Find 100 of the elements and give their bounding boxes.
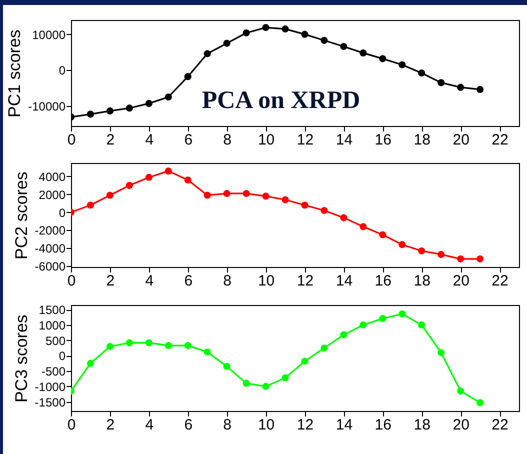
point	[106, 342, 114, 350]
y-tick-label: 500	[45, 334, 66, 348]
point	[145, 100, 152, 107]
point	[223, 40, 230, 47]
point	[106, 107, 114, 114]
point	[457, 84, 464, 91]
point	[398, 61, 406, 68]
y-axis-title: PC2 scores	[12, 172, 31, 260]
x-tick-label: 18	[414, 132, 430, 148]
x-tick-label: 14	[336, 416, 353, 434]
x-tick-label: 2	[106, 416, 115, 434]
point	[438, 349, 445, 356]
point	[379, 55, 386, 62]
point	[476, 399, 484, 406]
point	[262, 24, 270, 32]
point	[126, 104, 133, 112]
point	[282, 374, 289, 382]
point	[418, 247, 426, 254]
x-tick-label: 14	[336, 132, 353, 148]
point	[301, 30, 308, 38]
y-tick-label: 0	[58, 349, 66, 364]
x-tick-label: 20	[452, 272, 470, 290]
point	[204, 192, 211, 199]
x-tick-label: 10	[258, 132, 275, 148]
x-tick-label: 16	[374, 132, 392, 148]
point	[379, 231, 386, 238]
point	[418, 69, 426, 77]
x-tick-label: 20	[452, 132, 470, 148]
point	[340, 214, 348, 222]
point	[164, 342, 172, 350]
x-tick-label: 2	[106, 132, 115, 148]
x-tick-label: 4	[145, 416, 154, 434]
point	[360, 49, 367, 56]
x-tick-label: 16	[374, 416, 392, 434]
y-tick-label: -500	[41, 364, 66, 379]
y-tick-label: -4000	[34, 242, 66, 256]
x-tick-label: 22	[492, 272, 508, 290]
point	[320, 344, 328, 352]
point	[86, 110, 94, 118]
point	[262, 192, 270, 200]
y-tick-label: -6000	[34, 260, 66, 274]
point	[379, 314, 386, 322]
x-tick-label: 8	[223, 416, 232, 434]
x-tick-label: 2	[106, 272, 115, 290]
y-tick-label: 0	[58, 64, 66, 78]
x-tick-label: 6	[184, 272, 193, 290]
point	[184, 176, 192, 184]
point	[282, 25, 289, 32]
y-axis-title: PC1 scores	[5, 30, 24, 118]
x-tick-label: 18	[414, 272, 430, 290]
x-tick-label: 12	[296, 132, 314, 148]
point	[145, 174, 152, 181]
point	[438, 250, 445, 258]
point	[223, 190, 230, 198]
y-tick-label: 2000	[38, 188, 66, 202]
y-tick-label: 1000	[38, 318, 66, 332]
point	[457, 255, 464, 262]
x-tick-label: 14	[336, 272, 353, 290]
point	[457, 388, 464, 395]
point	[223, 362, 230, 370]
point	[204, 348, 211, 356]
point	[204, 50, 211, 58]
x-tick-label: 10	[258, 272, 275, 290]
x-tick-label: 12	[296, 416, 314, 434]
point	[418, 321, 426, 328]
y-tick-label: 0	[58, 206, 66, 220]
point	[126, 339, 133, 346]
y-tick-label: 10000	[32, 28, 66, 42]
x-tick-label: 8	[223, 272, 232, 290]
x-tick-label: 20	[452, 416, 470, 434]
x-tick-label: 22	[492, 416, 508, 434]
point	[184, 342, 192, 350]
point	[106, 192, 114, 199]
x-tick-label: 12	[296, 272, 314, 290]
x-tick-label: 8	[223, 132, 232, 148]
y-axis-title: PC3 scores	[12, 314, 31, 402]
x-tick-label: 6	[184, 416, 193, 434]
point	[476, 86, 484, 93]
point	[262, 382, 270, 390]
point	[438, 79, 445, 86]
point	[398, 310, 406, 318]
point	[145, 339, 152, 346]
point	[360, 223, 367, 230]
point	[242, 190, 250, 198]
x-tick-label: 4	[145, 132, 154, 148]
y-tick-label: 4000	[38, 170, 66, 184]
x-tick-label: 18	[414, 416, 430, 434]
point	[242, 380, 250, 387]
point	[301, 358, 308, 365]
point	[476, 255, 484, 262]
point	[340, 331, 348, 338]
x-tick-label: 10	[258, 416, 275, 434]
x-tick-label: 16	[374, 272, 392, 290]
y-tick-label: -2000	[34, 224, 66, 238]
point	[164, 168, 172, 175]
point	[242, 29, 250, 36]
point	[340, 42, 348, 50]
point	[360, 321, 367, 328]
y-tick-label: -1000	[34, 380, 66, 394]
x-tick-label: 6	[184, 132, 193, 148]
